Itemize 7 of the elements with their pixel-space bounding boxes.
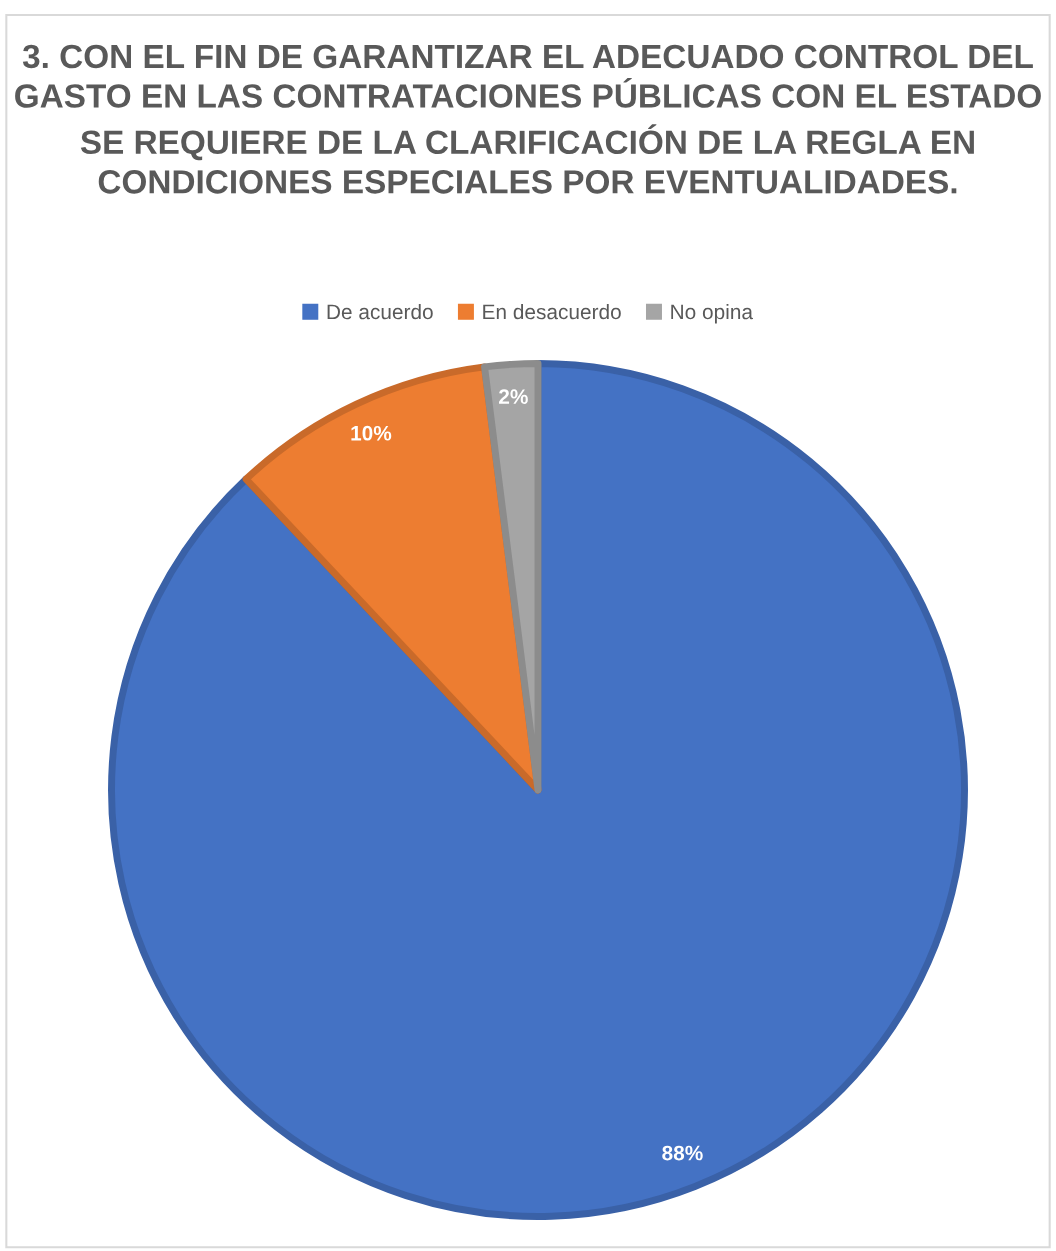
legend-label: En desacuerdo <box>483 303 621 320</box>
chart-title: 3. CON EL FIN DE GARANTIZAR EL ADECUADO CONTROL DEL GASTO EN LAS CONTRATACIONES PÚBLICAS CON EL ESTADO SE REQUIERE DE LA CLARIFICACIÓN DE LA REGLA EN CONDICIONES ESPECIALES POR EVENTUALIDADES. <box>15 44 1041 194</box>
data-label: 2% <box>499 389 528 404</box>
data-label: 10% <box>351 425 392 441</box>
legend-label: De acuerdo <box>327 303 433 320</box>
data-label: 88% <box>662 1145 703 1161</box>
legend-label: No opina <box>671 303 753 324</box>
